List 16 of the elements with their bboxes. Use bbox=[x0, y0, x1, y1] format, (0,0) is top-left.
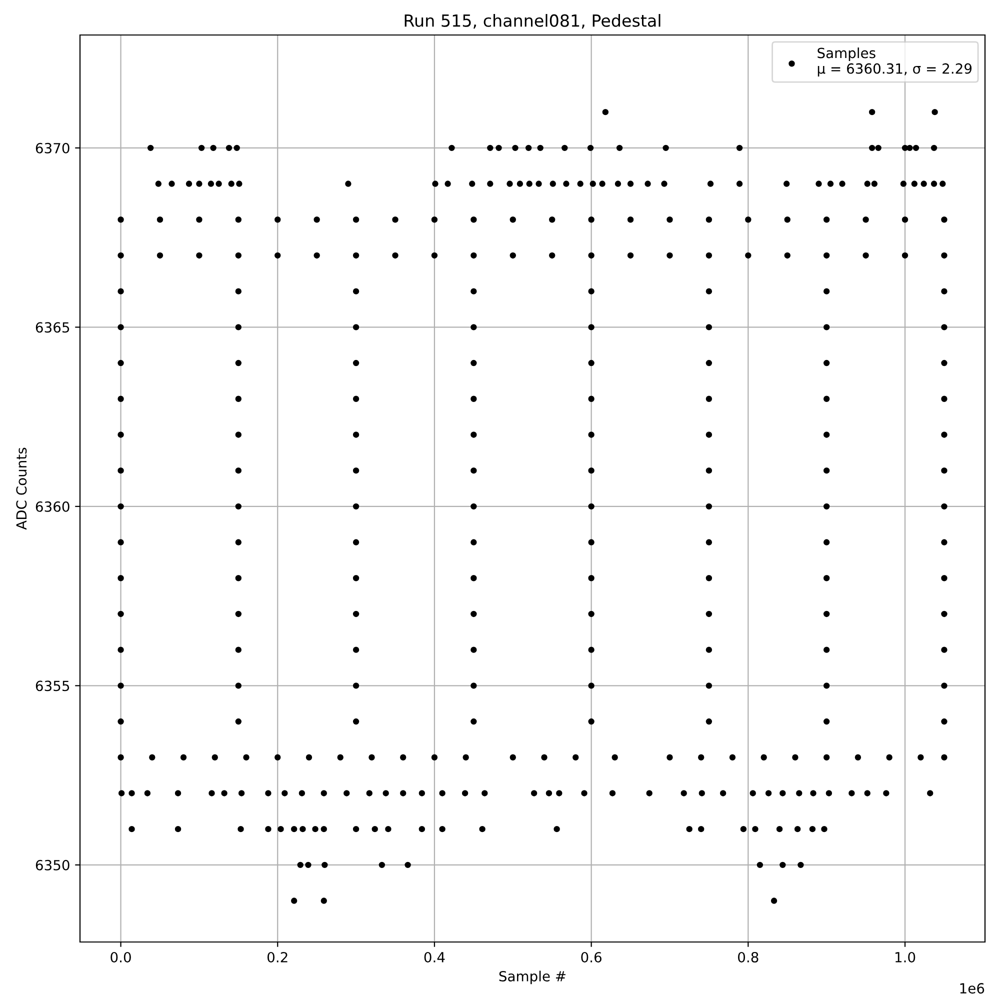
y-tick-label: 6350 bbox=[36, 860, 70, 870]
x-tick-label: 1.0 bbox=[895, 952, 916, 962]
legend-label: Samples μ = 6360.31, σ = 2.29 bbox=[818, 48, 972, 76]
y-axis-title: ADC Counts bbox=[16, 448, 27, 530]
y-tick-label: 6360 bbox=[36, 501, 70, 512]
x-tick-label: 0.8 bbox=[738, 952, 758, 962]
chart-title: Run 515, channel081, Pedestal bbox=[404, 14, 660, 29]
y-tick-label: 6370 bbox=[36, 142, 70, 154]
x-tick-label: 0.6 bbox=[581, 952, 602, 962]
x-tick-label: 0.4 bbox=[424, 952, 445, 962]
x-axis-title: Sample # bbox=[499, 970, 566, 984]
x-tick-label: 0.0 bbox=[110, 952, 131, 962]
text: 1e6 bbox=[960, 983, 984, 994]
y-tick-label: 6355 bbox=[36, 680, 70, 692]
y-tick-label: 6365 bbox=[36, 322, 70, 333]
x-tick-label: 0.2 bbox=[268, 952, 288, 962]
